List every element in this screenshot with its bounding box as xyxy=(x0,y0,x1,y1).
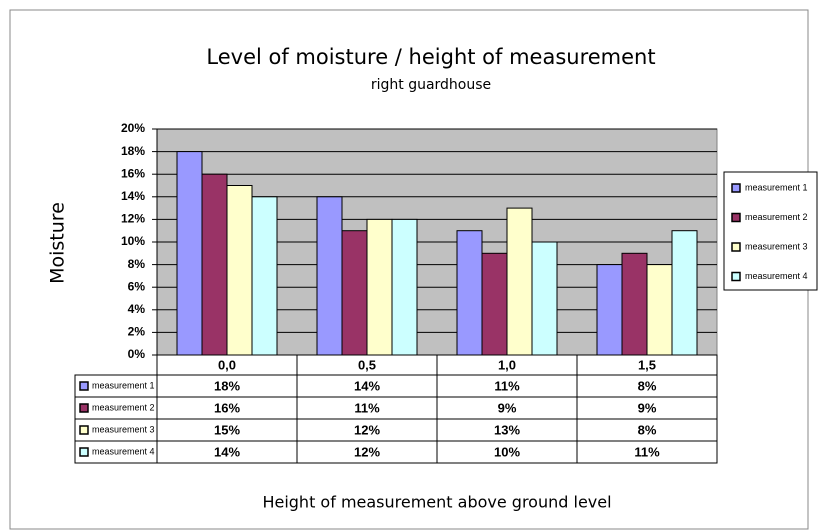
y-tick-label: 4% xyxy=(128,302,146,316)
bar xyxy=(646,264,673,356)
x-axis-title: Height of measurement above ground level xyxy=(262,493,611,512)
bar xyxy=(366,218,393,356)
bar xyxy=(671,230,698,356)
chart-title: Level of moisture / height of measuremen… xyxy=(206,45,655,69)
legend-key xyxy=(731,271,741,282)
x-tick-label: 1,5 xyxy=(638,357,656,372)
table-cell: 11% xyxy=(634,444,660,459)
y-axis-title: Moisture xyxy=(47,202,69,284)
table-legend-key xyxy=(79,447,89,457)
table-legend-key xyxy=(79,425,89,435)
table-row-label: measurement 3 xyxy=(92,424,155,434)
table-cell: 13% xyxy=(494,422,520,437)
bar xyxy=(456,230,483,356)
table-cell: 9% xyxy=(498,400,517,415)
table-row-label: measurement 4 xyxy=(92,446,155,456)
y-tick-label: 12% xyxy=(121,212,145,226)
bar xyxy=(251,196,278,356)
legend-key xyxy=(731,242,741,252)
table-cell: 11% xyxy=(354,400,380,415)
chart-subtitle: right guardhouse xyxy=(371,77,491,93)
legend-key xyxy=(731,183,741,193)
bar xyxy=(201,173,228,356)
y-tick-label: 20% xyxy=(121,121,145,135)
bar xyxy=(531,241,558,356)
table-cell: 11% xyxy=(494,378,520,393)
legend-label: measurement 1 xyxy=(745,182,808,192)
table-cell: 18% xyxy=(214,378,240,393)
table-legend-key xyxy=(79,403,89,413)
table-row-label: measurement 1 xyxy=(92,380,155,390)
table-cell: 8% xyxy=(638,378,657,393)
x-tick-label: 0,5 xyxy=(358,357,376,372)
y-tick-label: 6% xyxy=(128,279,146,293)
table-cell: 12% xyxy=(354,444,380,459)
y-tick-label: 18% xyxy=(121,144,145,158)
bar xyxy=(176,151,203,356)
bar xyxy=(391,218,418,356)
table-cell: 14% xyxy=(354,378,380,393)
x-tick-label: 0,0 xyxy=(218,357,236,372)
table-cell: 9% xyxy=(638,400,657,415)
bar xyxy=(316,196,343,356)
bar xyxy=(341,230,368,356)
bar xyxy=(226,185,253,356)
y-tick-label: 16% xyxy=(121,166,145,180)
table-row-label: measurement 2 xyxy=(92,402,155,412)
table-cell: 14% xyxy=(214,444,240,459)
y-tick-label: 0% xyxy=(128,347,146,361)
y-tick-label: 14% xyxy=(121,189,145,203)
y-tick-label: 10% xyxy=(121,234,145,248)
bar xyxy=(506,207,533,356)
y-tick-label: 2% xyxy=(128,325,146,339)
y-tick-label: 8% xyxy=(128,257,146,271)
table-cell: 8% xyxy=(638,422,657,437)
table-legend-key xyxy=(79,381,89,391)
bar xyxy=(481,252,508,356)
bar xyxy=(596,264,623,356)
table-cell: 12% xyxy=(354,422,380,437)
legend-label: measurement 2 xyxy=(745,212,808,222)
table-cell: 10% xyxy=(494,444,520,459)
legend-label: measurement 3 xyxy=(745,241,808,251)
table-cell: 16% xyxy=(214,400,240,415)
x-tick-label: 1,0 xyxy=(498,357,516,372)
bar xyxy=(621,252,648,356)
legend-label: measurement 4 xyxy=(745,271,808,281)
legend-key xyxy=(731,212,741,223)
table-cell: 15% xyxy=(214,422,240,437)
